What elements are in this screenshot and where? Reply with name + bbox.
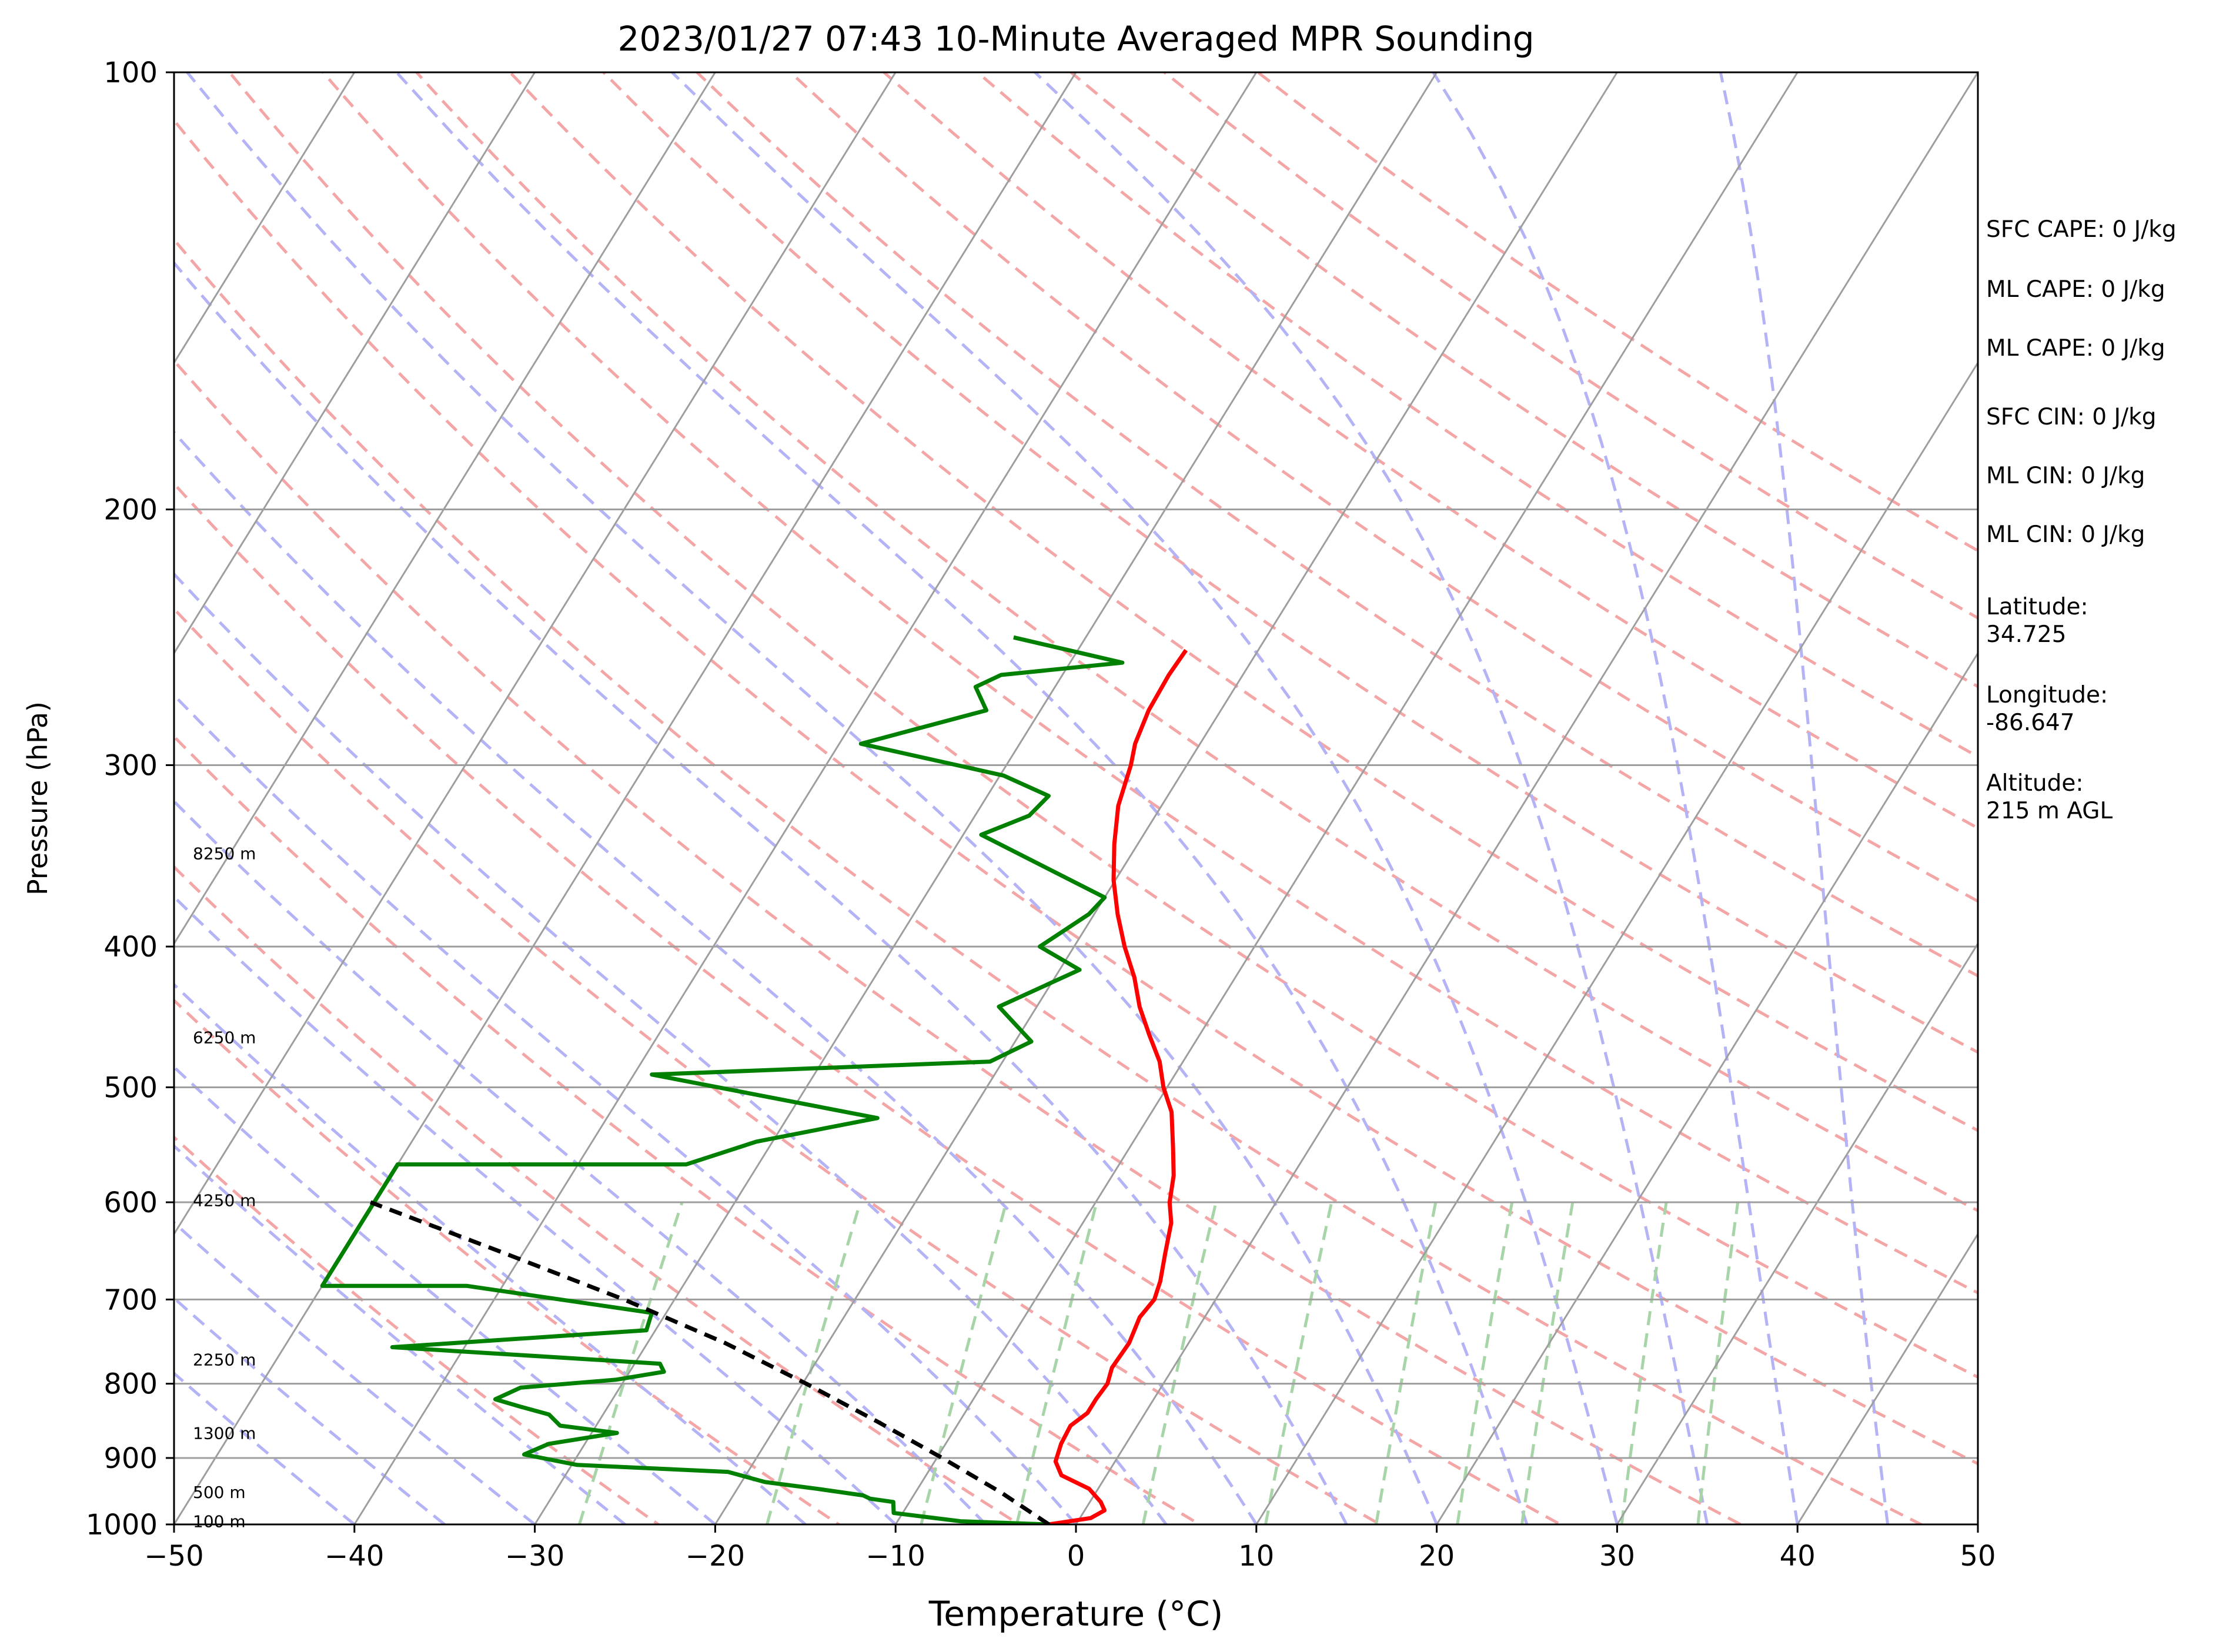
dewpoint-profile [320, 635, 1125, 1524]
info-line: ML CAPE: 0 J/kg [1986, 335, 2165, 362]
dry-adiabat [696, 72, 1978, 978]
dry-adiabat [174, 118, 1978, 1466]
dry-adiabat [174, 865, 1022, 1524]
dry-adiabat [976, 72, 1978, 758]
x-tick-label: −40 [325, 1540, 384, 1573]
isotherm [174, 72, 356, 364]
dry-adiabat [174, 358, 1744, 1524]
info-line: ML CAPE: 0 J/kg [1986, 276, 2165, 303]
moist-adiabat [174, 1220, 536, 1524]
info-line: ML CIN: 0 J/kg [1986, 521, 2145, 548]
isotherm [714, 72, 1618, 1524]
dry-adiabat [174, 607, 1383, 1524]
info-line: Latitude: [1986, 594, 2088, 620]
x-tick-label: 10 [1238, 1540, 1274, 1573]
info-panel: SFC CAPE: 0 J/kg ML CAPE: 0 J/kg ML CAPE: … [1986, 216, 2177, 824]
height-label: 2250 m [193, 1350, 256, 1370]
y-tick-label: 100 [103, 56, 158, 89]
moist-adiabat [174, 430, 1258, 1524]
moist-adiabat [1432, 72, 1799, 1524]
dry-adiabat [174, 481, 1563, 1524]
info-line: SFC CIN: 0 J/kg [1986, 404, 2156, 430]
x-tick-label: −50 [144, 1540, 203, 1573]
isotherm [353, 72, 1258, 1524]
x-axis-label: Temperature (°C) [928, 1594, 1224, 1634]
info-line: ML CIN: 0 J/kg [1986, 463, 2145, 489]
dry-adiabat [228, 72, 1978, 1379]
dry-adiabat [322, 72, 1978, 1295]
x-tick-label: −20 [686, 1540, 745, 1573]
isotherm [534, 72, 1438, 1524]
x-tick-label: 50 [1960, 1540, 1996, 1573]
info-line: SFC CAPE: 0 J/kg [1986, 216, 2177, 243]
moist-adiabat [174, 571, 1168, 1524]
dry-adiabat [789, 72, 1978, 903]
dry-adiabat [174, 998, 842, 1524]
height-label: 100 m [193, 1512, 246, 1531]
info-line: 215 m AGL [1986, 798, 2113, 824]
isotherm [1796, 1232, 1978, 1524]
parcel-profile [369, 1200, 1050, 1524]
dry-adiabat [174, 237, 1924, 1524]
y-tick-label: 400 [103, 931, 158, 964]
moist-adiabat [186, 72, 1438, 1524]
y-tick-label: 800 [103, 1368, 158, 1401]
moist-adiabat [395, 72, 1529, 1524]
x-tick-label: 30 [1599, 1540, 1635, 1573]
moist-adiabat [174, 1296, 446, 1524]
x-tick-label: 0 [1067, 1540, 1085, 1573]
moist-adiabat [1719, 72, 1890, 1524]
height-label: 4250 m [193, 1190, 256, 1210]
moist-adiabat [174, 982, 807, 1524]
isotherm [1616, 942, 1978, 1524]
moist-adiabat [174, 1143, 626, 1524]
x-tick-label: −10 [866, 1540, 925, 1573]
y-tick-label: 900 [103, 1442, 158, 1475]
info-line: -86.647 [1986, 710, 2075, 736]
y-tick-label: 500 [103, 1071, 158, 1104]
height-label: 500 m [193, 1483, 246, 1502]
moist-adiabat [174, 1371, 356, 1524]
isotherm [174, 72, 897, 1236]
isotherm [174, 72, 536, 655]
x-tick-label: 20 [1419, 1540, 1455, 1573]
y-tick-label: 1000 [86, 1509, 158, 1541]
info-line: 34.725 [1986, 621, 2066, 648]
y-tick-label: 600 [103, 1186, 158, 1219]
moist-adiabat [174, 895, 897, 1524]
temperature-profile [1048, 648, 1188, 1524]
isotherm [1075, 72, 1978, 1524]
moist-adiabat [671, 72, 1619, 1524]
height-label: 6250 m [193, 1028, 256, 1048]
isotherm [1436, 651, 1978, 1524]
y-tick-label: 200 [103, 494, 158, 527]
dry-adiabat [509, 72, 1978, 1132]
height-label: 1300 m [193, 1423, 256, 1443]
isotherm [894, 72, 1799, 1524]
y-tick-label: 700 [103, 1283, 158, 1316]
moist-adiabat [174, 260, 1348, 1524]
moist-adiabat [174, 693, 1077, 1524]
moist-adiabat [174, 1065, 716, 1524]
isotherm [1255, 361, 1978, 1524]
moist-adiabat [1034, 72, 1709, 1524]
info-line: Longitude: [1986, 682, 2108, 708]
y-tick-label: 300 [103, 749, 158, 782]
chart-title: 2023/01/27 07:43 10-Minute Averaged MPR … [617, 19, 1534, 59]
info-line: Altitude: [1986, 770, 2084, 797]
x-tick-label: 40 [1780, 1540, 1816, 1573]
isotherm [174, 72, 716, 945]
y-axis-label: Pressure (hPa) [22, 701, 54, 895]
height-label: 8250 m [193, 844, 256, 863]
x-tick-label: −30 [505, 1540, 564, 1573]
